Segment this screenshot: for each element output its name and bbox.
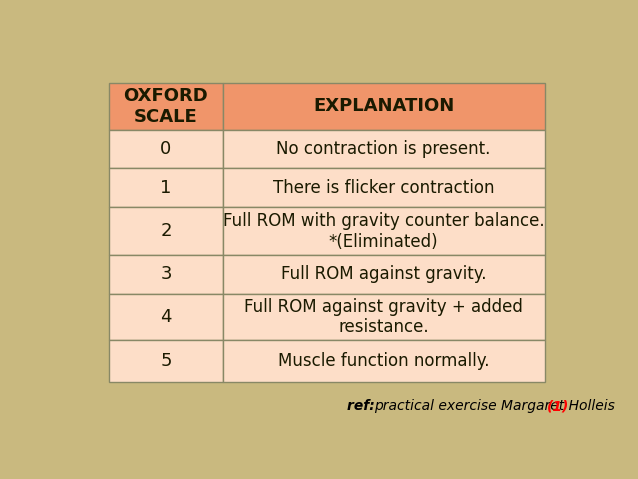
Text: OXFORD
SCALE: OXFORD SCALE bbox=[124, 87, 209, 126]
Text: Full ROM against gravity.: Full ROM against gravity. bbox=[281, 265, 486, 284]
Text: Muscle function normally.: Muscle function normally. bbox=[278, 352, 489, 370]
Text: Full ROM against gravity + added
resistance.: Full ROM against gravity + added resista… bbox=[244, 297, 523, 336]
Bar bbox=[223, 130, 545, 169]
Bar bbox=[223, 207, 545, 255]
Text: No contraction is present.: No contraction is present. bbox=[276, 140, 491, 158]
Text: 4: 4 bbox=[160, 308, 172, 326]
Bar bbox=[223, 255, 545, 294]
Text: ref:: ref: bbox=[347, 399, 380, 413]
Text: 3: 3 bbox=[160, 265, 172, 284]
Text: 5: 5 bbox=[160, 352, 172, 370]
Text: 2: 2 bbox=[160, 222, 172, 240]
Bar bbox=[110, 255, 223, 294]
Bar bbox=[110, 169, 223, 207]
Text: 0: 0 bbox=[160, 140, 172, 158]
Bar bbox=[110, 130, 223, 169]
Text: practical exercise Margaret Holleis: practical exercise Margaret Holleis bbox=[374, 399, 615, 413]
Bar bbox=[110, 294, 223, 340]
Bar bbox=[223, 83, 545, 130]
Bar bbox=[110, 340, 223, 382]
Bar bbox=[223, 340, 545, 382]
Bar bbox=[223, 169, 545, 207]
Bar bbox=[110, 83, 223, 130]
Text: 1: 1 bbox=[160, 179, 172, 197]
Text: Full ROM with gravity counter balance.
*(Eliminated): Full ROM with gravity counter balance. *… bbox=[223, 212, 544, 251]
Text: (1): (1) bbox=[547, 399, 569, 413]
Text: EXPLANATION: EXPLANATION bbox=[313, 97, 454, 115]
Bar bbox=[223, 294, 545, 340]
Bar bbox=[110, 207, 223, 255]
Text: There is flicker contraction: There is flicker contraction bbox=[273, 179, 494, 197]
